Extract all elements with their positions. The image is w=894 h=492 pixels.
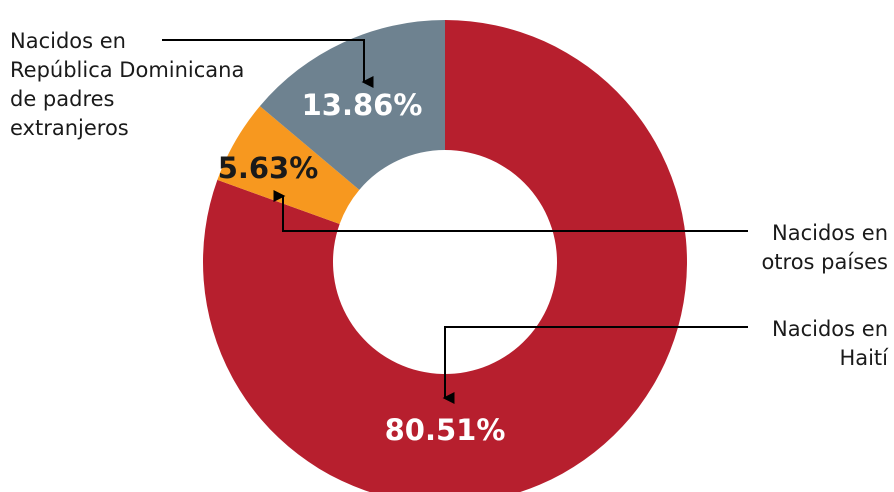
callout-rd-line-1: Nacidos en (10, 29, 126, 53)
callout-rd-line-3: de padres (10, 87, 115, 111)
callout-haiti-line-2: Haití (839, 346, 889, 370)
callout-otros-line-1: Nacidos en (772, 221, 888, 245)
callout-rd-line-2: República Dominicana (10, 58, 244, 82)
callout-haiti-line-1: Nacidos en (772, 317, 888, 341)
callout-lines (162, 39, 748, 404)
donut-slice-haiti (203, 20, 687, 492)
slice-value-label-otros-paises: 5.63% (218, 151, 319, 185)
donut-slices (203, 19, 687, 492)
callout-haiti: Nacidos en Haití (772, 317, 889, 370)
callout-rd-line-4: extranjeros (10, 116, 129, 140)
callout-line-haiti (442, 326, 748, 404)
callout-otros-line-2: otros países (761, 250, 888, 274)
donut-slice-rd-padres-extranjeros (259, 19, 445, 190)
slice-value-label-rd-padres-extranjeros: 13.86% (302, 88, 423, 122)
callout-line-otros-paises (273, 190, 748, 232)
callout-line-rd (162, 39, 374, 88)
callout-otros-paises: Nacidos en otros países (761, 221, 888, 274)
slice-value-label-haiti: 80.51% (385, 413, 506, 447)
donut-slice-otros-paises (217, 106, 360, 224)
callout-rd: Nacidos en República Dominicana de padre… (10, 29, 244, 140)
